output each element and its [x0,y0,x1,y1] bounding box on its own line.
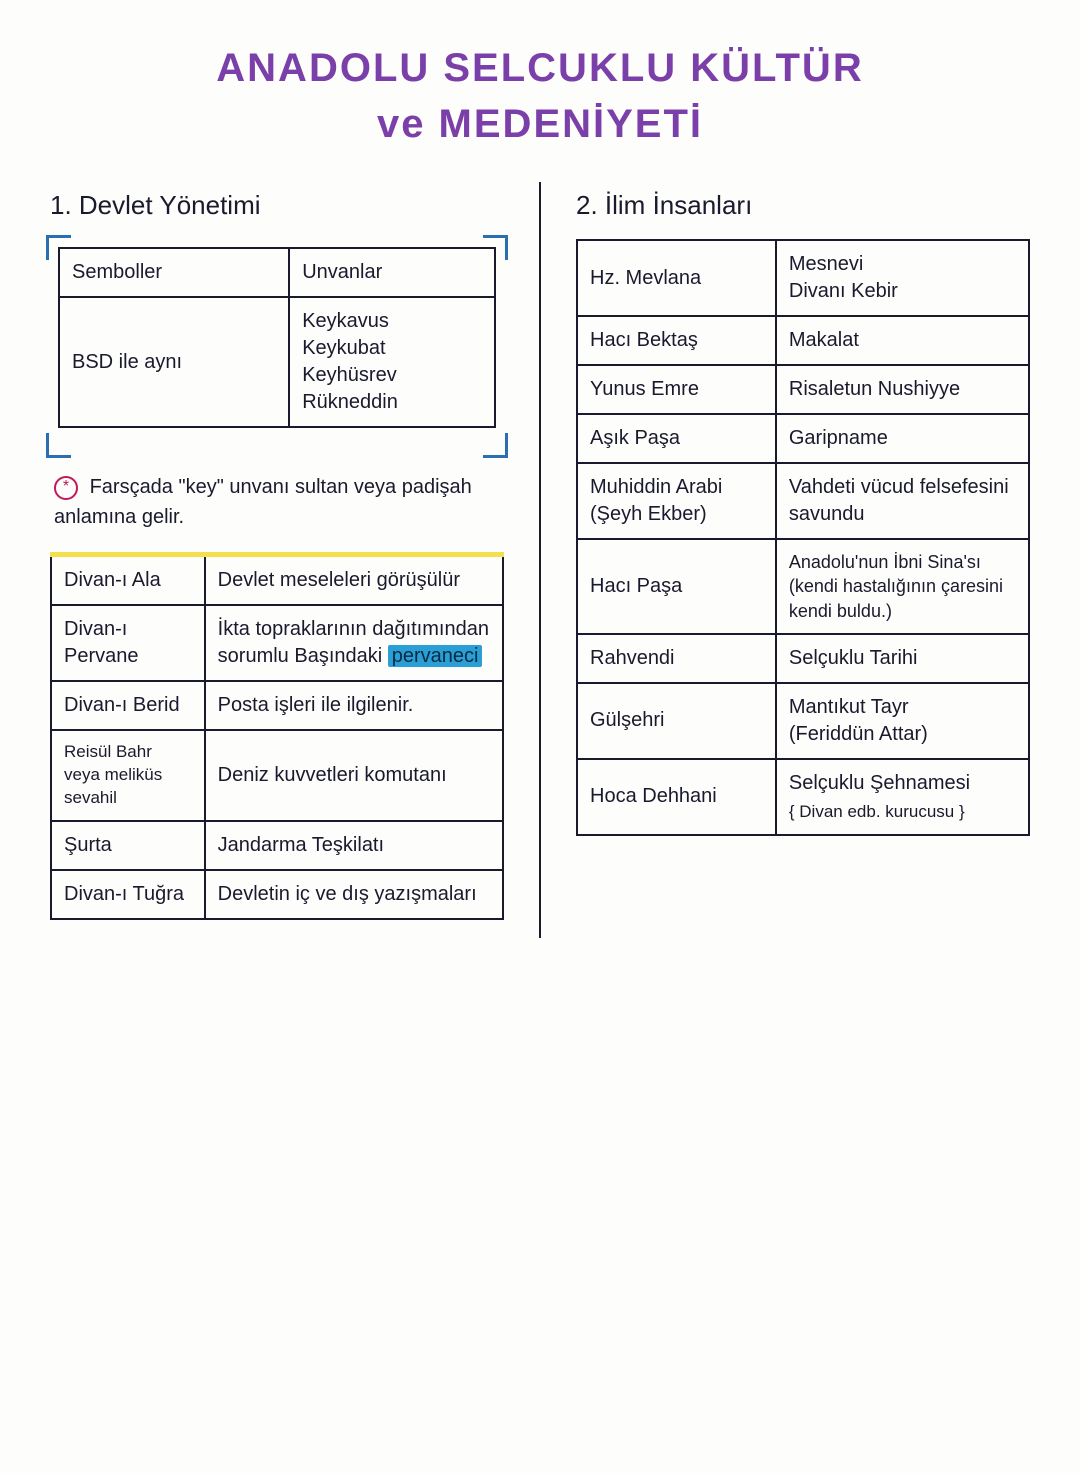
table-cell: Şurta [51,821,205,870]
table-row: Semboller Unvanlar [59,248,495,297]
highlighted-word: pervaneci [388,645,483,667]
table-cell: Garipname [776,414,1029,463]
divan-table: Divan-ı Ala Devlet meseleleri görüşülür … [50,552,504,920]
column-divider [539,182,541,938]
left-column: 1. Devlet Yönetimi Semboller Unvanlar BS… [50,182,504,938]
table-cell: Hacı Bektaş [577,316,776,365]
table-cell: Hz. Mevlana [577,240,776,316]
star-icon: * [54,476,78,500]
table-row: Hoca Dehhani Selçuklu Şehnamesi { Divan … [577,759,1029,835]
key-note: * Farsçada "key" unvanı sultan veya padi… [54,472,500,532]
table-header-cell: Unvanlar [289,248,495,297]
table-row: Rahvendi Selçuklu Tarihi [577,634,1029,683]
table-cell: Vahdeti vücud felsefesini savundu [776,463,1029,539]
table-cell: Hacı Paşa [577,539,776,634]
table-cell: İkta topraklarının dağıtımından sorumlu … [205,605,503,681]
table-cell: Reisül Bahr veya meliküs sevahil [51,730,205,821]
table-cell: BSD ile aynı [59,297,289,427]
table-cell: Devlet meseleleri görüşülür [205,555,503,606]
table-cell: Divan-ı Tuğra [51,870,205,919]
table-cell: Risaletun Nushiyye [776,365,1029,414]
table-row: Divan-ı Ala Devlet meseleleri görüşülür [51,555,503,606]
table-row: Aşık Paşa Garipname [577,414,1029,463]
table-cell: Mantıkut Tayr (Feriddün Attar) [776,683,1029,759]
title-line-2: ve MEDENİYETİ [377,102,703,146]
table-cell: Makalat [776,316,1029,365]
table-row: Hz. Mevlana Mesnevi Divanı Kebir [577,240,1029,316]
table-row: Reisül Bahr veya meliküs sevahil Deniz k… [51,730,503,821]
section-heading-1: 1. Devlet Yönetimi [50,190,504,221]
table-row: Divan-ı Tuğra Devletin iç ve dış yazışma… [51,870,503,919]
table-row: Hacı Bektaş Makalat [577,316,1029,365]
table-cell: Muhiddin Arabi (Şeyh Ekber) [577,463,776,539]
table-cell: Deniz kuvvetleri komutanı [205,730,503,821]
two-column-layout: 1. Devlet Yönetimi Semboller Unvanlar BS… [50,182,1030,938]
table-cell: Rahvendi [577,634,776,683]
table-cell: Devletin iç ve dış yazışmaları [205,870,503,919]
table-cell: Jandarma Teşkilatı [205,821,503,870]
right-column: 2. İlim İnsanları Hz. Mevlana Mesnevi Di… [576,182,1030,938]
table-cell: Mesnevi Divanı Kebir [776,240,1029,316]
table-cell: Aşık Paşa [577,414,776,463]
table-row: Divan-ı Berid Posta işleri ile ilgilenir… [51,681,503,730]
table-row: Muhiddin Arabi (Şeyh Ekber) Vahdeti vücu… [577,463,1029,539]
table-row: Şurta Jandarma Teşkilatı [51,821,503,870]
section-heading-2: 2. İlim İnsanları [576,190,1030,221]
table-cell: Anadolu'nun İbni Sina'sı (kendi hastalığ… [776,539,1029,634]
table-cell: Gülşehri [577,683,776,759]
symbols-titles-box: Semboller Unvanlar BSD ile aynı Keykavus… [50,239,504,454]
table-cell: Divan-ı Berid [51,681,205,730]
table-row: Gülşehri Mantıkut Tayr (Feriddün Attar) [577,683,1029,759]
cell-text: Selçuklu Şehnamesi [789,772,970,794]
table-cell: Hoca Dehhani [577,759,776,835]
note-text: Farsçada "key" unvanı sultan veya padişa… [54,476,472,528]
page-title: ANADOLU SELCUKLU KÜLTÜR ve MEDENİYETİ [50,40,1030,152]
table-row: Divan-ı Pervane İkta topraklarının dağıt… [51,605,503,681]
table-cell: Selçuklu Tarihi [776,634,1029,683]
curly-note: { Divan edb. kurucusu } [789,801,1016,824]
table-header-cell: Semboller [59,248,289,297]
table-cell: Divan-ı Ala [51,555,205,606]
symbols-titles-table: Semboller Unvanlar BSD ile aynı Keykavus… [58,247,496,428]
table-row: Yunus Emre Risaletun Nushiyye [577,365,1029,414]
table-row: BSD ile aynı Keykavus Keykubat Keyhüsrev… [59,297,495,427]
table-cell: Divan-ı Pervane [51,605,205,681]
table-cell: Posta işleri ile ilgilenir. [205,681,503,730]
scholars-table: Hz. Mevlana Mesnevi Divanı Kebir Hacı Be… [576,239,1030,836]
table-cell: Keykavus Keykubat Keyhüsrev Rükneddin [289,297,495,427]
title-line-1: ANADOLU SELCUKLU KÜLTÜR [216,46,863,90]
table-cell: Selçuklu Şehnamesi { Divan edb. kurucusu… [776,759,1029,835]
table-row: Hacı Paşa Anadolu'nun İbni Sina'sı (kend… [577,539,1029,634]
table-cell: Yunus Emre [577,365,776,414]
